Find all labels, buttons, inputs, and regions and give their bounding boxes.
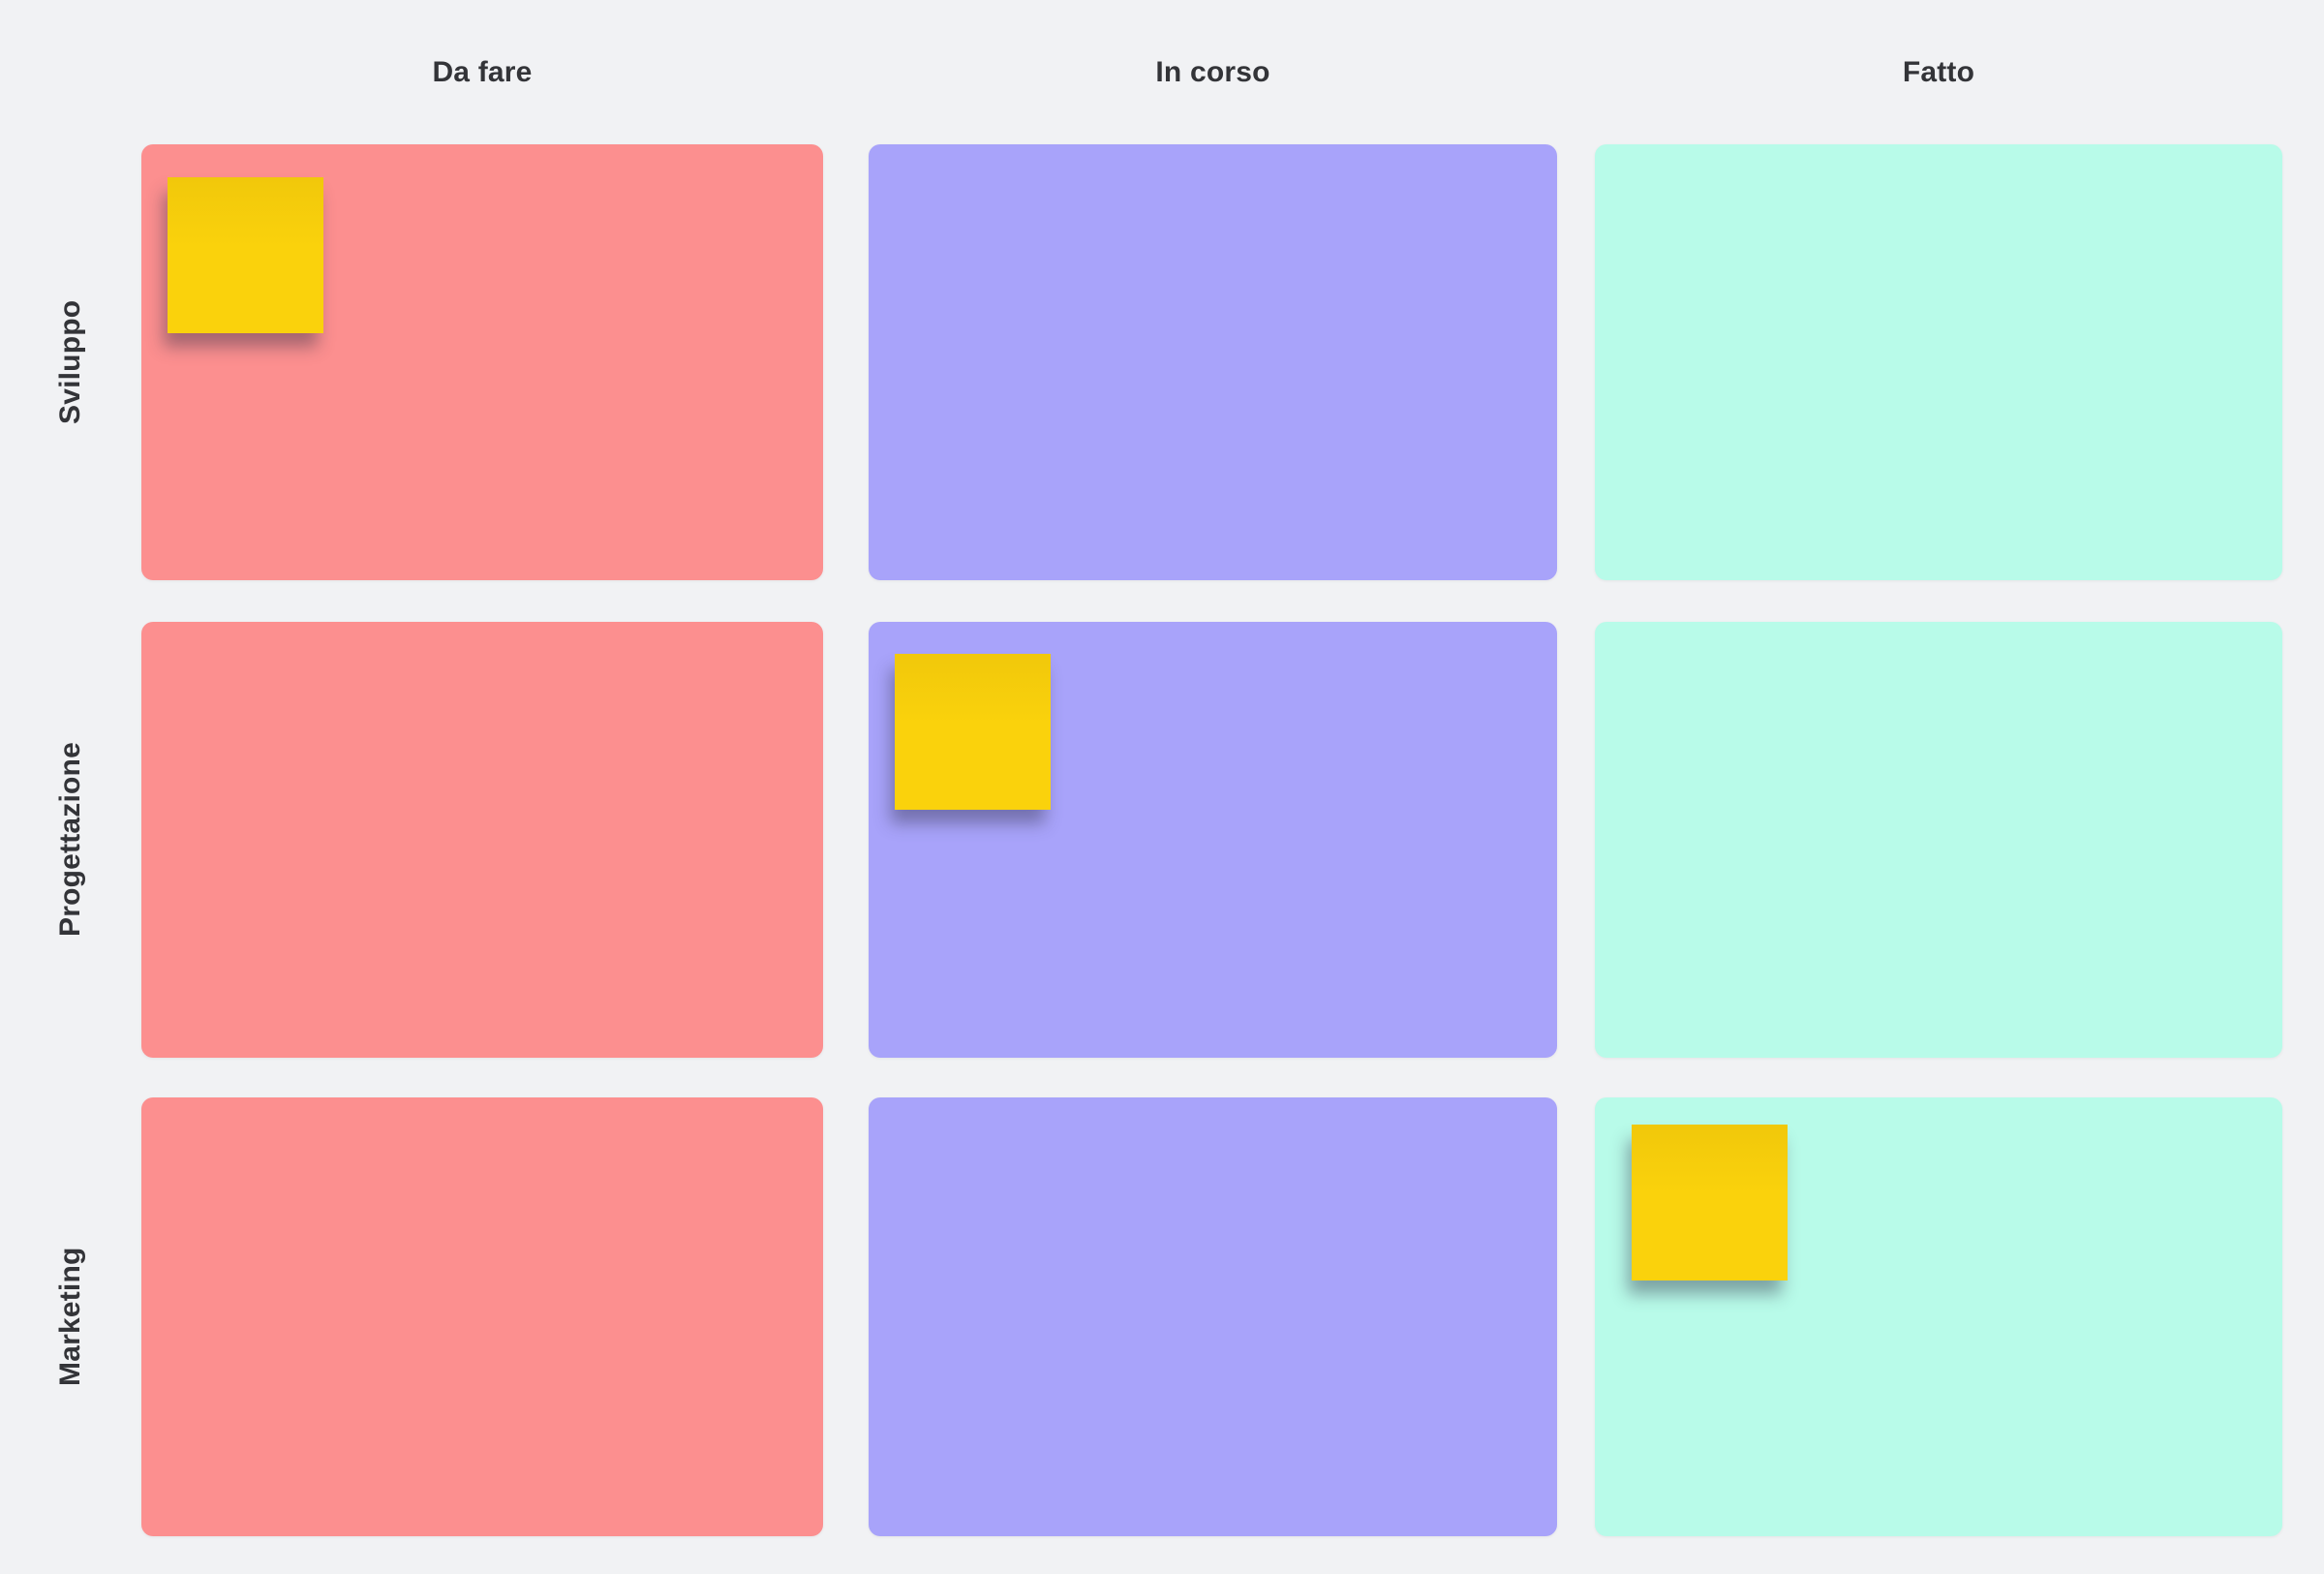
kanban-grid: Da fare In corso Fatto Sviluppo Progetta…	[54, 55, 2282, 1536]
cell-progettazione-in-corso[interactable]	[869, 622, 1557, 1058]
cell-marketing-da-fare[interactable]	[141, 1097, 823, 1536]
cell-progettazione-fatto[interactable]	[1595, 622, 2282, 1058]
cell-progettazione-da-fare[interactable]	[141, 622, 823, 1058]
column-header-fatto: Fatto	[1902, 55, 1975, 88]
cell-sviluppo-da-fare[interactable]	[141, 144, 823, 580]
row-label-progettazione: Progettazione	[54, 742, 86, 938]
cell-marketing-in-corso[interactable]	[869, 1097, 1557, 1536]
row-label-marketing: Marketing	[54, 1247, 86, 1387]
sticky-note-progettazione-in-corso[interactable]	[895, 654, 1051, 810]
column-header-da-fare: Da fare	[432, 55, 533, 88]
cell-sviluppo-in-corso[interactable]	[869, 144, 1557, 580]
sticky-note-marketing-fatto[interactable]	[1632, 1125, 1788, 1281]
sticky-note-sviluppo-da-fare[interactable]	[168, 177, 323, 333]
row-label-sviluppo: Sviluppo	[54, 299, 86, 425]
cell-sviluppo-fatto[interactable]	[1595, 144, 2282, 580]
cell-marketing-fatto[interactable]	[1595, 1097, 2282, 1536]
column-header-in-corso: In corso	[1155, 55, 1270, 88]
